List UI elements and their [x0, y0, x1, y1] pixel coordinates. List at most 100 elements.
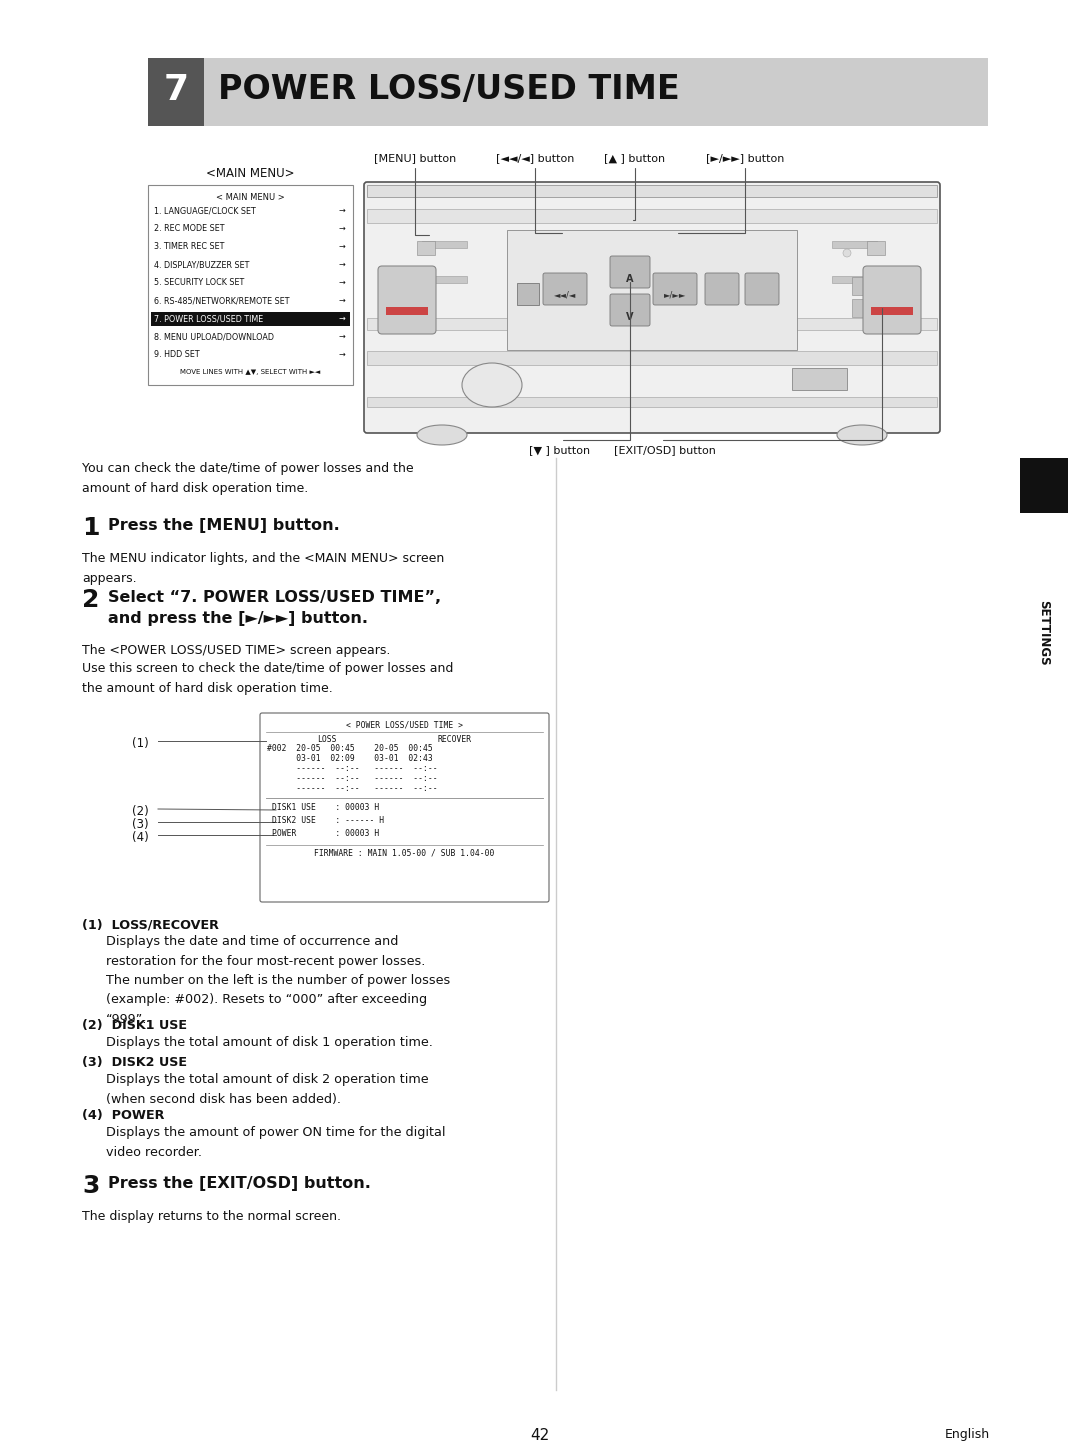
Bar: [852, 278, 882, 295]
FancyBboxPatch shape: [705, 273, 739, 305]
Text: →: →: [338, 297, 345, 305]
FancyBboxPatch shape: [610, 294, 650, 326]
Circle shape: [843, 249, 851, 257]
Bar: [507, 230, 797, 350]
Polygon shape: [367, 185, 937, 430]
Bar: [148, 58, 204, 126]
Text: [◄◄/◄] button: [◄◄/◄] button: [496, 153, 575, 163]
Text: 03-01  02:09    03-01  02:43: 03-01 02:09 03-01 02:43: [267, 755, 433, 763]
Text: (2): (2): [132, 806, 149, 819]
Ellipse shape: [462, 364, 522, 407]
Bar: [151, 313, 350, 326]
Text: ------  --:--   ------  --:--: ------ --:-- ------ --:--: [267, 774, 437, 784]
Text: (4): (4): [132, 832, 149, 843]
FancyBboxPatch shape: [260, 712, 549, 901]
Text: MOVE LINES WITH ▲▼, SELECT WITH ►◄: MOVE LINES WITH ▲▼, SELECT WITH ►◄: [180, 369, 320, 375]
Text: 9. HDD SET: 9. HDD SET: [154, 350, 200, 359]
Text: Displays the total amount of disk 2 operation time
(when second disk has been ad: Displays the total amount of disk 2 oper…: [106, 1073, 429, 1105]
Text: →: →: [338, 206, 345, 215]
Text: 1. LANGUAGE/CLOCK SET: 1. LANGUAGE/CLOCK SET: [154, 206, 256, 215]
Text: 2: 2: [82, 587, 99, 612]
Text: 1: 1: [82, 516, 99, 539]
Bar: [386, 307, 428, 316]
Bar: [422, 276, 467, 284]
Text: POWER LOSS/USED TIME: POWER LOSS/USED TIME: [218, 74, 679, 106]
Text: →: →: [338, 241, 345, 252]
Text: →: →: [338, 278, 345, 286]
Text: The <POWER LOSS/USED TIME> screen appears.: The <POWER LOSS/USED TIME> screen appear…: [82, 644, 390, 657]
Text: #002  20-05  00:45    20-05  00:45: #002 20-05 00:45 20-05 00:45: [267, 744, 433, 753]
Text: 42: 42: [530, 1428, 550, 1442]
Text: [▲ ] button: [▲ ] button: [605, 153, 665, 163]
Text: DISK1 USE    : 00003 H: DISK1 USE : 00003 H: [272, 803, 379, 811]
Text: 8. MENU UPLOAD/DOWNLOAD: 8. MENU UPLOAD/DOWNLOAD: [154, 332, 274, 342]
Text: The MENU indicator lights, and the <MAIN MENU> screen
appears.: The MENU indicator lights, and the <MAIN…: [82, 553, 444, 585]
Text: Displays the date and time of occurrence and
restoration for the four most-recen: Displays the date and time of occurrence…: [106, 935, 450, 1027]
Text: LOSS: LOSS: [318, 736, 337, 744]
Text: (2)  DISK1 USE: (2) DISK1 USE: [82, 1019, 187, 1032]
Text: →: →: [338, 224, 345, 233]
Bar: [417, 241, 435, 254]
Bar: [422, 241, 467, 249]
Text: 7: 7: [163, 73, 189, 108]
Bar: [148, 58, 988, 126]
Bar: [148, 185, 353, 385]
FancyBboxPatch shape: [364, 182, 940, 433]
Bar: [867, 241, 885, 254]
FancyBboxPatch shape: [745, 273, 779, 305]
Text: <MAIN MENU>: <MAIN MENU>: [206, 167, 294, 180]
Text: English: English: [945, 1428, 990, 1441]
Text: ►/►►: ►/►►: [664, 291, 686, 300]
Bar: [870, 307, 913, 316]
Text: 6. RS-485/NETWORK/REMOTE SET: 6. RS-485/NETWORK/REMOTE SET: [154, 297, 289, 305]
Bar: [517, 284, 539, 305]
Text: The display returns to the normal screen.: The display returns to the normal screen…: [82, 1210, 341, 1223]
Text: [▼ ] button: [▼ ] button: [529, 445, 591, 455]
Text: DISK2 USE    : ------ H: DISK2 USE : ------ H: [272, 816, 384, 824]
FancyBboxPatch shape: [653, 273, 697, 305]
Bar: [367, 209, 937, 222]
Text: Displays the amount of power ON time for the digital
video recorder.: Displays the amount of power ON time for…: [106, 1125, 446, 1159]
Bar: [852, 300, 882, 317]
FancyBboxPatch shape: [378, 266, 436, 334]
Text: < MAIN MENU >: < MAIN MENU >: [216, 193, 284, 202]
Text: 7. POWER LOSS/USED TIME: 7. POWER LOSS/USED TIME: [154, 314, 264, 323]
Text: SETTINGS: SETTINGS: [1038, 601, 1051, 666]
Text: (4)  POWER: (4) POWER: [82, 1109, 164, 1122]
Bar: [832, 276, 877, 284]
Text: V: V: [626, 313, 634, 321]
Text: (3)  DISK2 USE: (3) DISK2 USE: [82, 1056, 187, 1069]
Text: 2. REC MODE SET: 2. REC MODE SET: [154, 224, 225, 233]
Text: [►/►►] button: [►/►►] button: [706, 153, 784, 163]
Text: FIRMWARE : MAIN 1.05-00 / SUB 1.04-00: FIRMWARE : MAIN 1.05-00 / SUB 1.04-00: [314, 849, 495, 858]
Bar: [367, 185, 937, 196]
FancyBboxPatch shape: [863, 266, 921, 334]
Text: 5. SECURITY LOCK SET: 5. SECURITY LOCK SET: [154, 278, 244, 286]
Text: RECOVER: RECOVER: [437, 736, 471, 744]
Text: Select “7. POWER LOSS/USED TIME”,
and press the [►/►►] button.: Select “7. POWER LOSS/USED TIME”, and pr…: [108, 590, 441, 627]
Ellipse shape: [837, 425, 887, 445]
FancyBboxPatch shape: [543, 273, 588, 305]
Text: Use this screen to check the date/time of power losses and
the amount of hard di: Use this screen to check the date/time o…: [82, 662, 454, 695]
Text: (3): (3): [132, 819, 149, 832]
Text: ------  --:--   ------  --:--: ------ --:-- ------ --:--: [267, 763, 437, 774]
Text: [MENU] button: [MENU] button: [374, 153, 456, 163]
Text: (1): (1): [132, 737, 149, 750]
Bar: [367, 350, 937, 365]
Text: POWER        : 00003 H: POWER : 00003 H: [272, 829, 379, 838]
FancyBboxPatch shape: [610, 256, 650, 288]
Text: (1)  LOSS/RECOVER: (1) LOSS/RECOVER: [82, 917, 219, 931]
Text: 3. TIMER REC SET: 3. TIMER REC SET: [154, 241, 225, 252]
Text: →: →: [338, 332, 345, 342]
Text: You can check the date/time of power losses and the
amount of hard disk operatio: You can check the date/time of power los…: [82, 462, 414, 494]
Text: A: A: [626, 273, 634, 284]
Text: ------  --:--   ------  --:--: ------ --:-- ------ --:--: [267, 784, 437, 792]
Text: →: →: [338, 314, 345, 323]
Text: →: →: [338, 350, 345, 359]
Bar: [367, 397, 937, 407]
Bar: [1020, 458, 1068, 513]
Text: Displays the total amount of disk 1 operation time.: Displays the total amount of disk 1 oper…: [106, 1037, 433, 1048]
Text: 3: 3: [82, 1173, 99, 1198]
Ellipse shape: [417, 425, 467, 445]
Text: ◄◄/◄: ◄◄/◄: [554, 291, 577, 300]
